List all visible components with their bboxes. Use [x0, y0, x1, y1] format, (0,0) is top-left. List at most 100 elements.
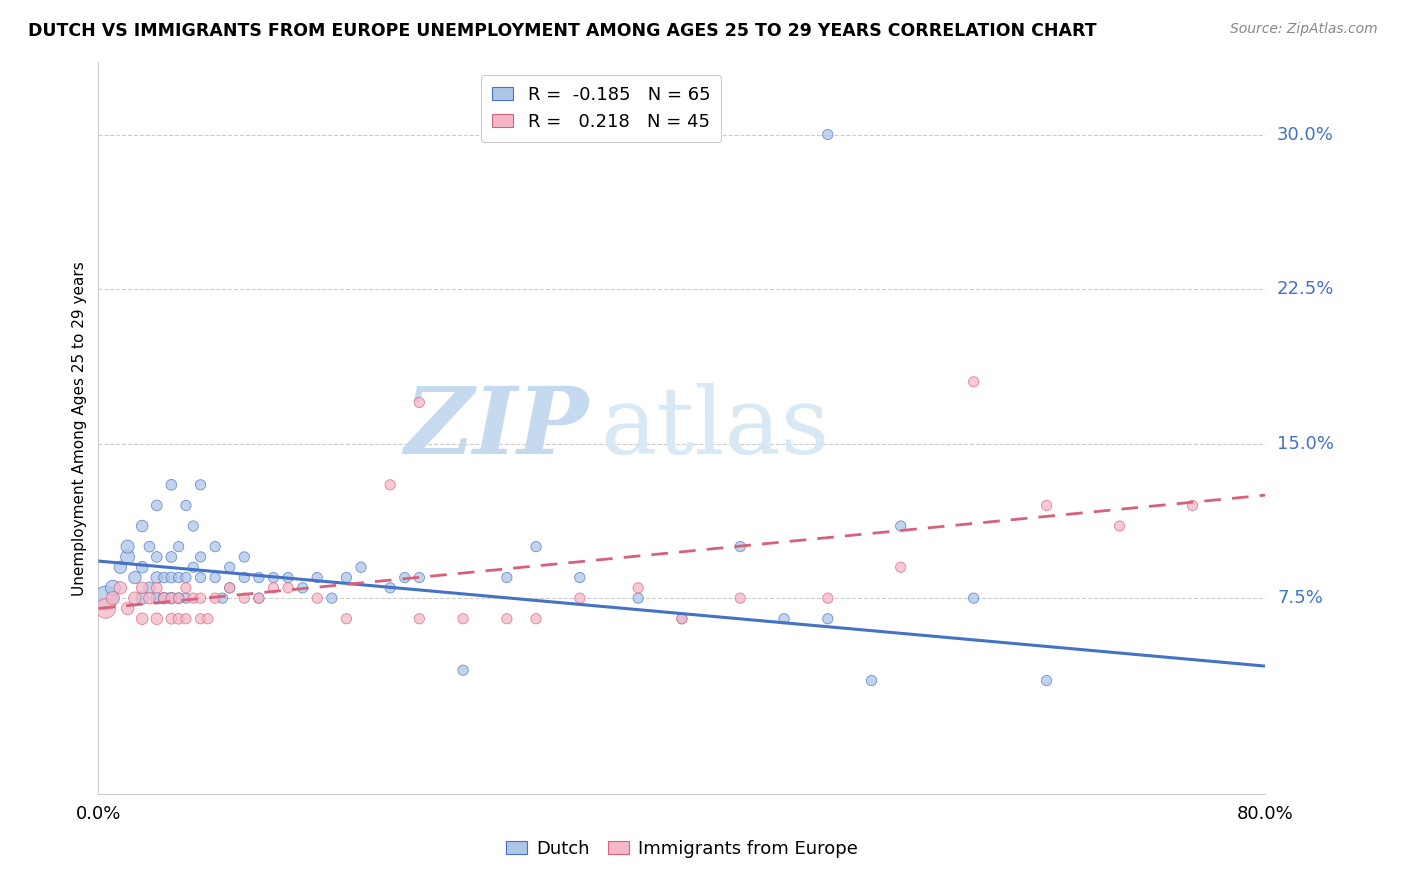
- Point: [146, 499, 169, 513]
- Point: [190, 478, 212, 492]
- Point: [1035, 673, 1057, 688]
- Point: [124, 570, 146, 584]
- Point: [131, 581, 153, 595]
- Point: [568, 570, 591, 584]
- Point: [277, 581, 299, 595]
- Y-axis label: Unemployment Among Ages 25 to 29 years: Unemployment Among Ages 25 to 29 years: [72, 260, 87, 596]
- Point: [190, 570, 212, 584]
- Point: [153, 570, 176, 584]
- Point: [307, 570, 329, 584]
- Point: [218, 560, 240, 574]
- Point: [174, 591, 197, 606]
- Text: atlas: atlas: [600, 384, 830, 473]
- Point: [335, 612, 357, 626]
- Point: [160, 478, 183, 492]
- Point: [204, 570, 226, 584]
- Point: [160, 591, 183, 606]
- Point: [160, 591, 183, 606]
- Point: [408, 570, 430, 584]
- Point: [218, 581, 240, 595]
- Point: [190, 549, 212, 564]
- Point: [138, 581, 160, 595]
- Point: [380, 478, 402, 492]
- Text: 22.5%: 22.5%: [1277, 280, 1334, 298]
- Point: [211, 591, 233, 606]
- Point: [262, 581, 284, 595]
- Point: [181, 591, 204, 606]
- Point: [730, 540, 752, 554]
- Point: [190, 612, 212, 626]
- Point: [94, 601, 117, 615]
- Text: ZIP: ZIP: [405, 384, 589, 473]
- Point: [167, 591, 190, 606]
- Point: [233, 549, 256, 564]
- Point: [962, 375, 984, 389]
- Point: [394, 570, 416, 584]
- Point: [233, 591, 256, 606]
- Point: [890, 560, 912, 574]
- Point: [174, 581, 197, 595]
- Point: [160, 570, 183, 584]
- Point: [117, 601, 139, 615]
- Text: Source: ZipAtlas.com: Source: ZipAtlas.com: [1230, 22, 1378, 37]
- Point: [131, 560, 153, 574]
- Point: [146, 591, 169, 606]
- Point: [451, 612, 474, 626]
- Point: [1181, 499, 1204, 513]
- Text: 15.0%: 15.0%: [1277, 434, 1334, 452]
- Point: [174, 612, 197, 626]
- Point: [1108, 519, 1130, 533]
- Point: [408, 612, 430, 626]
- Point: [146, 549, 169, 564]
- Point: [131, 519, 153, 533]
- Point: [101, 581, 124, 595]
- Point: [167, 540, 190, 554]
- Point: [101, 591, 124, 606]
- Point: [181, 519, 204, 533]
- Point: [204, 540, 226, 554]
- Point: [262, 570, 284, 584]
- Point: [291, 581, 314, 595]
- Point: [174, 570, 197, 584]
- Point: [190, 591, 212, 606]
- Point: [167, 591, 190, 606]
- Point: [671, 612, 693, 626]
- Point: [167, 570, 190, 584]
- Point: [153, 591, 176, 606]
- Point: [181, 560, 204, 574]
- Point: [277, 570, 299, 584]
- Text: DUTCH VS IMMIGRANTS FROM EUROPE UNEMPLOYMENT AMONG AGES 25 TO 29 YEARS CORRELATI: DUTCH VS IMMIGRANTS FROM EUROPE UNEMPLOY…: [28, 22, 1097, 40]
- Point: [496, 612, 519, 626]
- Point: [174, 499, 197, 513]
- Legend: Dutch, Immigrants from Europe: Dutch, Immigrants from Europe: [498, 833, 866, 865]
- Point: [146, 581, 169, 595]
- Point: [146, 570, 169, 584]
- Point: [94, 591, 117, 606]
- Point: [124, 591, 146, 606]
- Point: [138, 540, 160, 554]
- Point: [524, 540, 547, 554]
- Point: [167, 612, 190, 626]
- Point: [496, 570, 519, 584]
- Point: [817, 591, 839, 606]
- Point: [627, 591, 650, 606]
- Point: [451, 663, 474, 677]
- Point: [204, 591, 226, 606]
- Point: [138, 591, 160, 606]
- Point: [730, 591, 752, 606]
- Point: [350, 560, 373, 574]
- Point: [380, 581, 402, 595]
- Point: [671, 612, 693, 626]
- Point: [160, 549, 183, 564]
- Point: [1035, 499, 1057, 513]
- Point: [962, 591, 984, 606]
- Point: [146, 612, 169, 626]
- Point: [627, 581, 650, 595]
- Point: [773, 612, 796, 626]
- Point: [117, 549, 139, 564]
- Point: [233, 570, 256, 584]
- Point: [117, 540, 139, 554]
- Point: [817, 128, 839, 142]
- Point: [218, 581, 240, 595]
- Point: [153, 591, 176, 606]
